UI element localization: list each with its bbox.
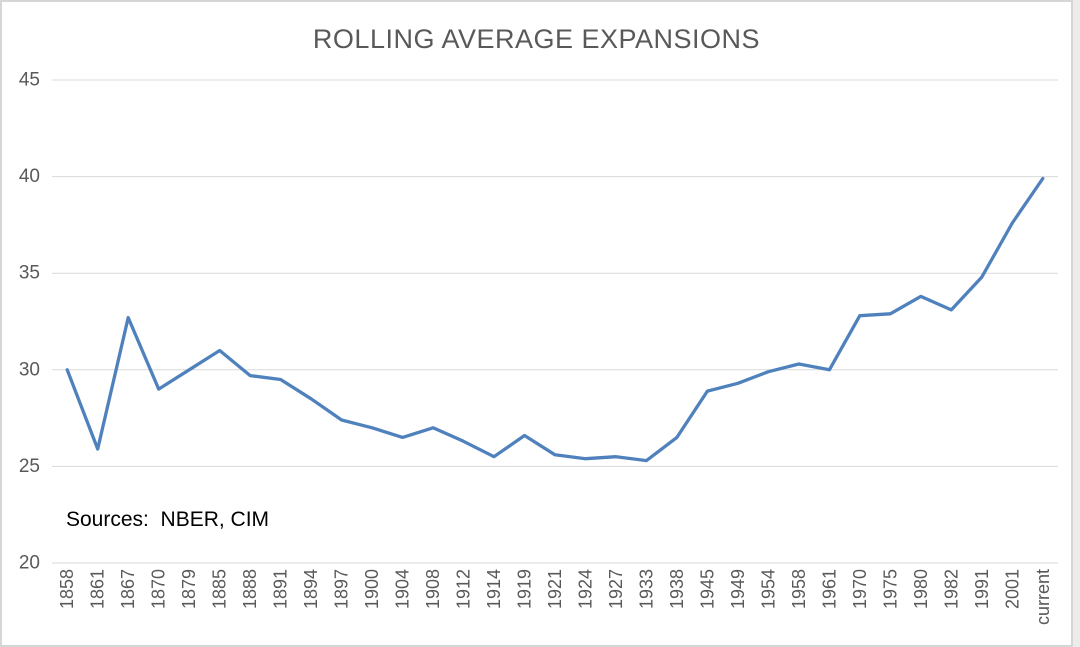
x-axis-tick-label: 1897 — [332, 569, 352, 609]
x-axis-tick-label: 1949 — [728, 569, 748, 609]
x-axis-tick-label: 1945 — [697, 569, 717, 609]
x-axis-tick-label: 1975 — [880, 569, 900, 609]
x-axis-tick-label: 1891 — [271, 569, 291, 609]
y-axis-tick-label: 20 — [19, 553, 40, 574]
data-series-line — [65, 176, 1045, 463]
x-axis-tick-label: 1908 — [423, 569, 443, 609]
x-axis-tick-label: 1879 — [179, 569, 199, 609]
x-axis-tick-label: 1894 — [301, 569, 321, 609]
y-axis-tick-label: 35 — [19, 263, 40, 284]
x-axis-tick-label: 1870 — [149, 569, 169, 609]
x-axis-tick-label: 2001 — [1002, 569, 1022, 609]
y-axis-tick-label: 45 — [19, 70, 40, 91]
chart-title: ROLLING AVERAGE EXPANSIONS — [312, 24, 761, 54]
x-axis-tick-label: 1991 — [972, 569, 992, 609]
y-axis-tick-label: 30 — [19, 359, 40, 380]
x-axis-tick-label: 1912 — [454, 569, 474, 609]
x-axis-tick-label: current — [1033, 569, 1053, 625]
x-axis-tick-label: 1970 — [850, 569, 870, 609]
x-axis-tick-label: 1919 — [515, 569, 535, 609]
x-axis-tick-label: 1961 — [819, 569, 839, 609]
x-axis-tick-label: 1933 — [636, 569, 656, 609]
x-axis-tick-label: 1982 — [941, 569, 961, 609]
y-axis-tick-label: 40 — [19, 166, 40, 187]
source-note: Sources: NBER, CIM — [66, 508, 270, 531]
x-axis-tick-label: 1924 — [575, 569, 595, 609]
x-axis-tick-label: 1914 — [484, 569, 504, 609]
x-axis-tick-label: 1861 — [88, 569, 108, 609]
x-axis-tick-label: 1938 — [667, 569, 687, 609]
x-axis-tick-label: 1954 — [758, 569, 778, 609]
x-axis-tick-label: 1888 — [240, 569, 260, 609]
x-axis-tick-label: 1900 — [362, 569, 382, 609]
x-axis-tick-label: 1927 — [606, 569, 626, 609]
x-axis-tick-label: 1858 — [57, 569, 77, 609]
x-axis-tick-label: 1904 — [393, 569, 413, 609]
x-axis-tick-label: 1958 — [789, 569, 809, 609]
x-axis-tick-label: 1867 — [118, 569, 138, 609]
x-axis-tick-label: 1980 — [911, 569, 931, 609]
x-axis-tick-label: 1921 — [545, 569, 565, 609]
y-axis-tick-label: 25 — [19, 456, 40, 477]
x-axis-tick-label: 1885 — [210, 569, 230, 609]
